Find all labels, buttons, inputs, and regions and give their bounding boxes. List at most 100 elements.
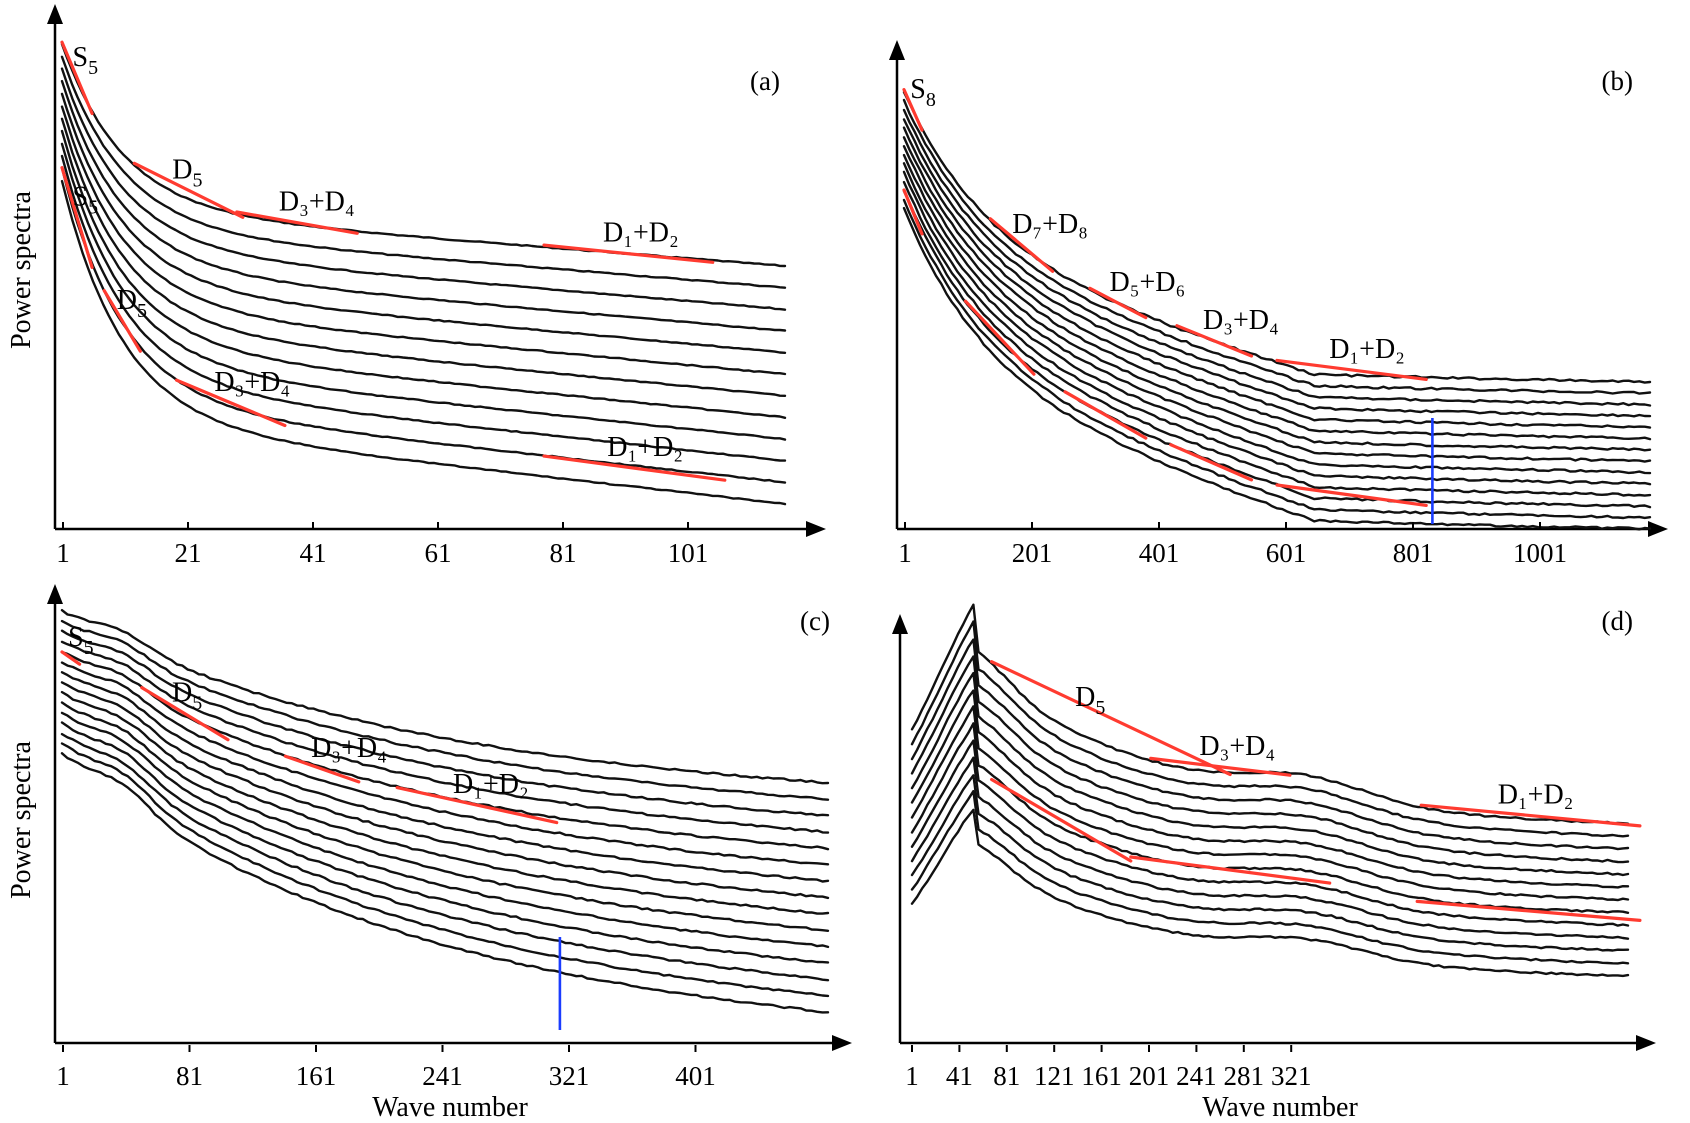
fit-segment-1 [60, 650, 82, 666]
series-6-curve [60, 661, 830, 866]
panel-b-y-arrow [889, 40, 905, 60]
series-5-curve [60, 92, 787, 354]
segment-label-3: D₁+D₂ [1498, 780, 1574, 811]
series-7-curve [60, 671, 830, 883]
x-tick-label: 41 [300, 538, 327, 568]
series-11-curve [902, 180, 1652, 497]
series-10-curve [60, 154, 787, 462]
segment-label-3: D₃+D₄ [279, 187, 355, 218]
fit-segment-7 [963, 299, 1036, 376]
fit-segment-8 [1063, 390, 1148, 440]
fit-segment-5 [1129, 855, 1332, 885]
segment-label-4: D₃+D₄ [1203, 305, 1279, 336]
series-13-curve [902, 198, 1652, 520]
series-6-curve [910, 689, 1630, 889]
segment-label-5: D₁+D₂ [1329, 334, 1405, 365]
panel-a-y-arrow [47, 4, 63, 24]
panel-d-x-title: Wave number [1202, 1092, 1358, 1123]
fit-segment-5 [1275, 358, 1428, 381]
x-tick-label: 161 [1081, 1061, 1122, 1091]
series-11-curve [910, 774, 1630, 952]
series-3-curve [60, 67, 787, 311]
fit-segment-1 [989, 660, 1232, 777]
series-13-curve [60, 732, 830, 982]
panel-b-label: (b) [1602, 66, 1633, 96]
fit-segment-9 [1169, 443, 1254, 482]
series-3-curve [60, 629, 830, 817]
x-tick-label: 41 [946, 1061, 973, 1091]
series-2-curve [60, 619, 830, 801]
fit-segment-3 [235, 210, 359, 235]
series-4-curve [60, 640, 830, 834]
fit-segment-4 [1175, 324, 1254, 358]
panel-b-segments: S8 D₇+D₈ D₅+D₆ D₃+D₄ D₁+D₂ [902, 74, 1434, 524]
panel-a-label: (a) [750, 66, 780, 96]
series-5-curve [910, 671, 1630, 877]
panel-a-curves [60, 43, 787, 506]
x-tick-label: 401 [1139, 538, 1180, 568]
segment-label-4: D₁+D₂ [453, 769, 529, 800]
fit-segment-1 [902, 87, 924, 132]
series-6-curve [902, 136, 1652, 441]
segment-label-7: D₃+D₄ [214, 367, 290, 398]
series-2-curve [60, 55, 787, 289]
segment-label-3: D₅+D₆ [1110, 267, 1186, 298]
panel-c-ticks: 1 81 161 241 321 401 [56, 1045, 716, 1091]
x-tick-label: 201 [1129, 1061, 1170, 1091]
fit-segment-4 [542, 243, 715, 264]
series-1-curve [60, 609, 830, 785]
series-2-curve [902, 98, 1652, 395]
fit-segment-6 [902, 188, 924, 236]
x-tick-label: 81 [993, 1061, 1020, 1091]
fit-segment-3 [1088, 286, 1148, 320]
segment-label-1: S8 [910, 74, 936, 111]
fit-segment-1 [60, 40, 94, 116]
x-tick-label: 321 [549, 1061, 590, 1091]
fit-segment-2 [1149, 756, 1292, 777]
x-tick-label: 81 [550, 538, 577, 568]
x-tick-label: 201 [1012, 538, 1053, 568]
segment-label-2: D₇+D₈ [1012, 209, 1088, 240]
x-tick-label: 161 [296, 1061, 337, 1091]
segment-label-1: S5 [68, 622, 94, 659]
fit-segment-4 [989, 777, 1133, 863]
segment-label-1: S5 [73, 42, 99, 79]
x-tick-label: 1 [905, 1061, 919, 1091]
x-tick-label: 801 [1393, 538, 1434, 568]
series-14-curve [902, 206, 1652, 531]
series-14-curve [60, 742, 830, 998]
series-12-curve [60, 179, 787, 506]
series-9-curve [60, 142, 787, 441]
x-tick-label: 21 [175, 538, 202, 568]
segment-label-1: D5 [1075, 682, 1105, 719]
panel-a-ticks: 1 21 41 61 81 101 [56, 522, 708, 568]
panel-b: S8 D₇+D₈ D₅+D₆ D₃+D₄ D₁+D₂ 1 201 401 601 801 1001… [889, 40, 1668, 568]
x-tick-label: 1 [56, 1061, 70, 1091]
series-8-curve [60, 681, 830, 900]
segment-label-2: D5 [172, 678, 202, 715]
segment-label-5: S5 [73, 182, 99, 219]
series-12-curve [910, 790, 1630, 965]
panel-b-x-arrow [1648, 521, 1668, 537]
x-tick-label: 101 [668, 538, 709, 568]
fit-segment-2 [140, 685, 230, 742]
segment-label-4: D₁+D₂ [603, 218, 679, 249]
x-tick-label: 81 [176, 1061, 203, 1091]
panel-c-curves [60, 609, 830, 1014]
x-tick-label: 281 [1224, 1061, 1265, 1091]
series-4-curve [60, 79, 787, 332]
series-4-curve [902, 118, 1652, 418]
series-3-curve [902, 108, 1652, 407]
x-tick-label: 241 [422, 1061, 463, 1091]
series-12-curve [60, 721, 830, 964]
fit-segment-7 [174, 378, 287, 428]
panel-d-segments: D5 D₃+D₄ D₁+D₂ [989, 660, 1642, 923]
series-10-curve [910, 756, 1630, 940]
segment-label-2: D₃+D₄ [1199, 731, 1275, 762]
panel-c-x-arrow [832, 1035, 852, 1051]
panel-d: D5 D₃+D₄ D₁+D₂ 1 41 81 121 161 201 241 281 321 (d)… [892, 603, 1656, 1123]
fit-segment-5 [60, 166, 94, 269]
fit-segment-2 [132, 161, 245, 219]
series-7-curve [60, 117, 787, 397]
series-11-curve [60, 711, 830, 949]
